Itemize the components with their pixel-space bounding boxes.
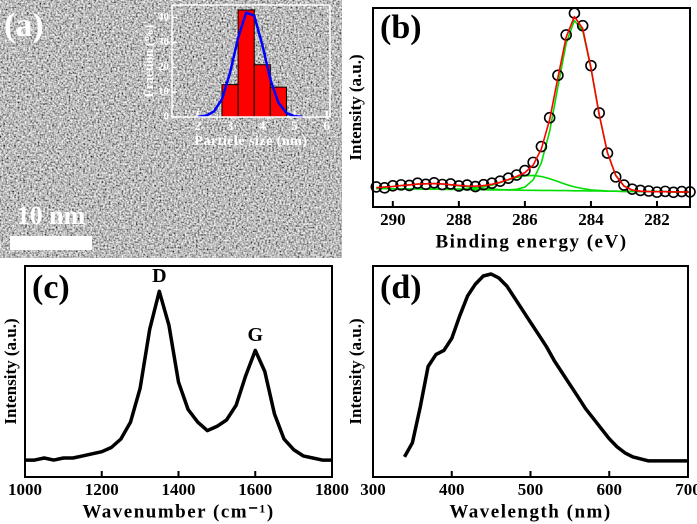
x-tick-label: 1000 <box>8 480 42 499</box>
annotation: D <box>152 265 166 287</box>
x-axis-label: Wavenumber (cm⁻¹) <box>82 501 274 522</box>
plot-frame <box>372 265 689 478</box>
x-tick-label: 288 <box>446 210 472 229</box>
x-axis-label: Wavelength (nm) <box>449 501 611 522</box>
x-tick-label: 3 <box>227 118 234 133</box>
y-tick-label: 30 <box>158 36 170 48</box>
x-tick-label: 600 <box>597 480 623 499</box>
y-tick-label: 0 <box>164 111 170 123</box>
annotation: G <box>247 324 263 346</box>
x-tick-label: 1200 <box>85 480 119 499</box>
x-axis-label: Particle size (nm) <box>194 134 307 149</box>
y-axis-label: Intensity (a.u.) <box>1 318 20 424</box>
series-line <box>376 15 691 193</box>
panel-label: (a) <box>4 7 44 44</box>
plot-frame <box>24 265 333 478</box>
x-tick-label: 4 <box>259 118 266 133</box>
panel-label: (c) <box>32 269 70 306</box>
y-tick-label: 10 <box>158 86 170 98</box>
scale-bar-label: 10 nm <box>17 201 86 230</box>
x-tick-label: 284 <box>578 210 604 229</box>
x-tick-label: 700 <box>675 480 697 499</box>
x-axis-label: Binding energy (eV) <box>435 231 627 252</box>
series-line <box>402 272 688 463</box>
x-tick-label: 300 <box>360 480 386 499</box>
tem-image <box>0 0 342 258</box>
x-tick-label: 6 <box>324 118 331 133</box>
data-point <box>609 171 622 183</box>
data-point <box>543 111 556 124</box>
fit-curve <box>197 10 303 119</box>
data-point <box>527 156 539 169</box>
y-axis-label: Fraction (%) <box>141 25 156 98</box>
bar <box>237 9 255 118</box>
series-line <box>376 19 691 193</box>
plot-frame <box>171 4 331 118</box>
data-point <box>428 177 440 189</box>
x-tick-label: 500 <box>518 480 544 499</box>
data-point <box>535 140 548 153</box>
x-tick-label: 286 <box>512 210 538 229</box>
panel-label: (d) <box>380 269 422 306</box>
panel-label: (b) <box>380 9 422 46</box>
x-tick-label: 1400 <box>162 480 196 499</box>
x-tick-label: 282 <box>644 210 670 229</box>
x-tick-label: 290 <box>380 210 406 229</box>
x-tick-label: 400 <box>439 480 465 499</box>
y-axis-label: Intensity (a.u.) <box>346 54 365 160</box>
data-point <box>626 183 639 195</box>
y-tick-label: 20 <box>158 61 170 73</box>
y-axis-label: Intensity (a.u.) <box>346 318 365 424</box>
y-tick-label: 40 <box>158 11 170 23</box>
scale-bar <box>10 236 92 250</box>
x-tick-label: 2 <box>195 118 202 133</box>
data-point <box>519 164 531 177</box>
x-tick-label: 1600 <box>238 480 272 499</box>
data-point <box>601 147 614 159</box>
x-tick-label: 5 <box>291 118 298 133</box>
series-line <box>25 289 332 462</box>
plot-frame <box>372 7 691 208</box>
x-tick-label: 1800 <box>315 480 349 499</box>
